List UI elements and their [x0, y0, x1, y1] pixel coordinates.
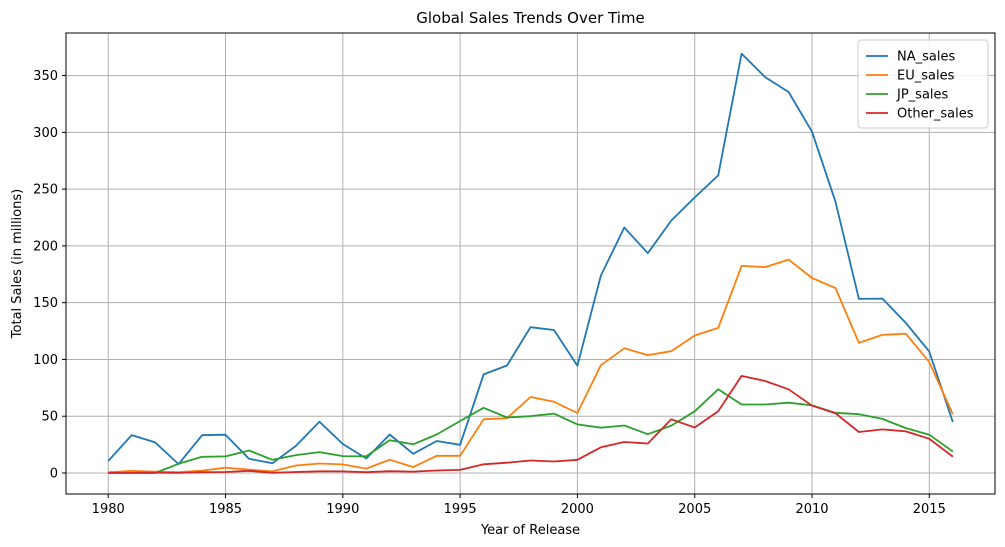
series-line-na-sales: [107, 52, 954, 466]
y-tick-label: 50: [41, 410, 58, 425]
x-axis-title: Year of Release: [480, 523, 580, 538]
legend-box: [857, 39, 989, 129]
x-tick-label: 2000: [561, 502, 594, 517]
y-tick-label: 0: [50, 466, 58, 481]
legend-label: NA_sales: [897, 50, 955, 65]
series-line-other-sales: [108, 374, 954, 474]
x-axis-ticks: 1980 1985 1990 1995 2000 2005 2010 2015: [92, 494, 946, 517]
legend-label: Other_sales: [897, 107, 974, 122]
legend-label: JP_sales: [896, 88, 949, 103]
y-tick-label: 100: [33, 353, 58, 368]
y-tick-label: 200: [33, 239, 58, 254]
x-tick-label: 1995: [444, 502, 477, 517]
y-axis-ticks: 0 50 100 150 200 250 300 350: [33, 69, 66, 481]
legend-label: EU_sales: [897, 69, 955, 84]
plot-frame: [65, 32, 996, 495]
y-tick-label: 350: [33, 69, 58, 84]
y-tick-label: 250: [33, 183, 58, 198]
x-tick-label: 1985: [209, 502, 242, 517]
legend: NA_sales EU_sales JP_sales Other_sales: [857, 39, 989, 129]
y-axis-title: Total Sales (in millions): [10, 189, 25, 339]
x-tick-label: 1980: [92, 502, 125, 517]
x-tick-label: 2005: [678, 502, 711, 517]
series-line-eu-sales: [108, 258, 954, 474]
x-tick-label: 1990: [326, 502, 359, 517]
series-lines: [107, 52, 954, 474]
x-tick-label: 2015: [913, 502, 946, 517]
x-tick-label: 2010: [795, 502, 828, 517]
y-tick-label: 300: [33, 126, 58, 141]
y-tick-label: 150: [33, 296, 58, 311]
chart-title: Global Sales Trends Over Time: [416, 9, 645, 27]
